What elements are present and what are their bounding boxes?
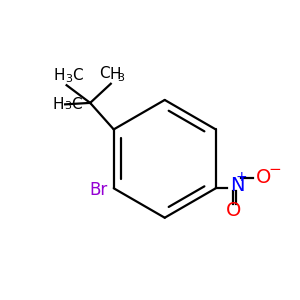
Text: +: + [236,170,248,184]
Text: 3: 3 [64,100,71,110]
Text: 3: 3 [118,73,124,83]
Text: C: C [99,66,109,81]
Text: N: N [230,176,244,195]
Text: Br: Br [90,181,108,199]
Text: H: H [109,67,121,82]
Text: 3: 3 [65,74,72,84]
Text: C: C [73,68,83,83]
Text: H: H [52,97,64,112]
Text: C: C [71,97,82,112]
Text: O: O [226,201,242,220]
Text: O: O [256,168,272,187]
Text: −: − [269,162,281,177]
Text: H: H [54,68,65,83]
